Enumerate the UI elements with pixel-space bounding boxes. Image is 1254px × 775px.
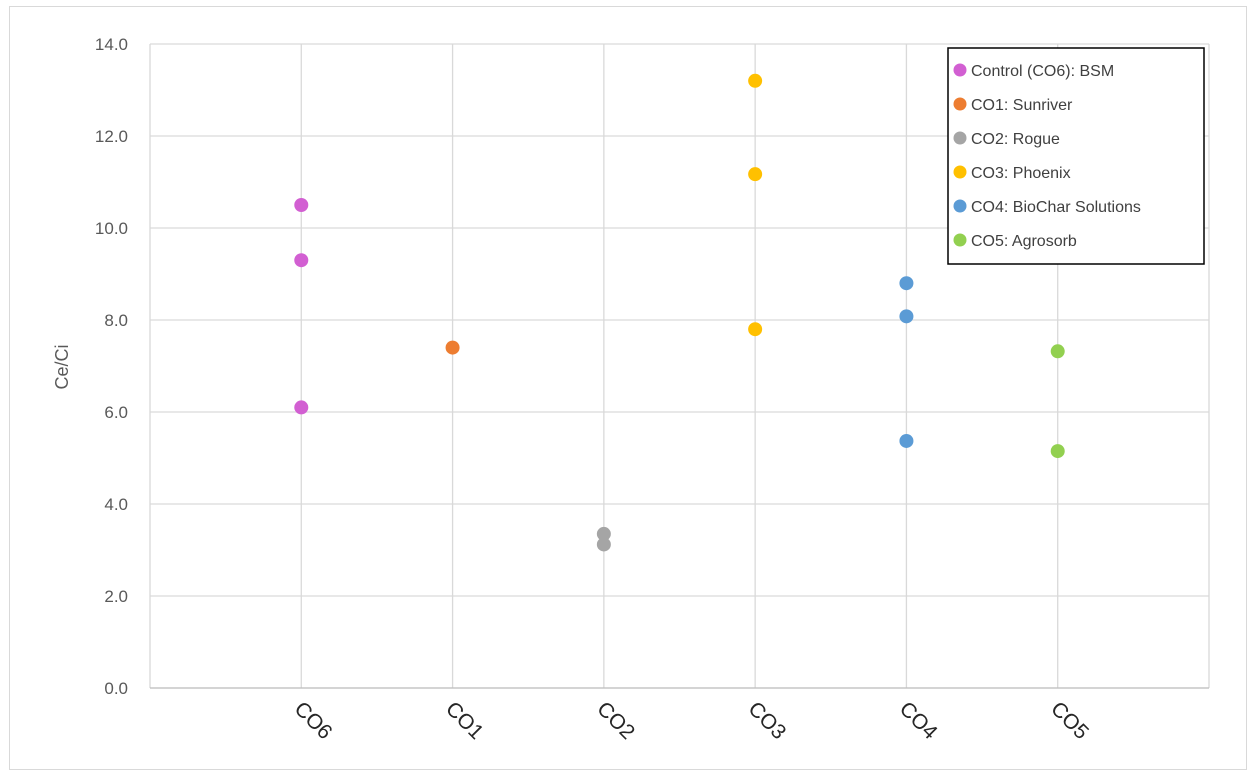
legend-marker <box>953 97 967 111</box>
legend-marker <box>953 63 967 77</box>
x-category-label: CO3 <box>744 697 791 744</box>
y-tick-label: 2.0 <box>104 587 128 606</box>
data-point <box>294 198 309 212</box>
data-point <box>899 433 914 448</box>
data-point <box>748 73 763 88</box>
data-point <box>596 537 611 552</box>
legend-marker <box>953 131 967 145</box>
legend-label: CO5: Agrosorb <box>971 233 1077 250</box>
y-tick-label: 8.0 <box>104 311 128 330</box>
data-point <box>899 309 914 324</box>
legend-label: CO2: Rogue <box>971 131 1060 148</box>
data-point <box>596 526 611 541</box>
legend-marker <box>953 199 967 213</box>
data-point <box>294 253 309 268</box>
x-category-label: CO5 <box>1046 697 1093 744</box>
y-axis-title: Ce/Ci <box>52 344 72 389</box>
legend-label: CO3: Phoenix <box>971 165 1071 182</box>
legend-box <box>947 47 1205 265</box>
legend-label: CO1: Sunriver <box>971 97 1073 114</box>
x-category-label: CO6 <box>290 697 337 744</box>
data-point <box>748 167 763 182</box>
data-point <box>1050 344 1065 359</box>
x-category-label: CO2 <box>592 697 639 744</box>
y-tick-label: 4.0 <box>104 495 128 514</box>
data-point <box>1050 444 1065 459</box>
data-point <box>294 400 309 415</box>
x-category-label: CO1 <box>441 697 488 744</box>
y-tick-label: 10.0 <box>95 219 128 238</box>
x-category-label: CO4 <box>895 697 942 744</box>
data-point <box>445 340 460 355</box>
legend-label: CO4: BioChar Solutions <box>971 199 1141 216</box>
y-tick-label: 0.0 <box>104 679 128 698</box>
data-point <box>748 322 763 337</box>
y-axis-ticks: 0.0 2.0 4.0 6.0 8.0 10.0 12.0 14.0 <box>95 35 128 698</box>
data-point <box>899 276 914 291</box>
legend: Control (CO6): BSM CO1: Sunriver CO2: Rogu… <box>947 47 1205 265</box>
legend-label: Control (CO6): BSM <box>971 63 1114 80</box>
y-tick-label: 14.0 <box>95 35 128 54</box>
y-tick-label: 12.0 <box>95 127 128 146</box>
x-axis-categories: CO6 CO1 CO2 CO3 CO4 CO5 <box>290 697 1093 744</box>
legend-marker <box>953 233 967 247</box>
legend-marker <box>953 165 967 179</box>
y-tick-label: 6.0 <box>104 403 128 422</box>
data-points <box>294 73 1065 552</box>
